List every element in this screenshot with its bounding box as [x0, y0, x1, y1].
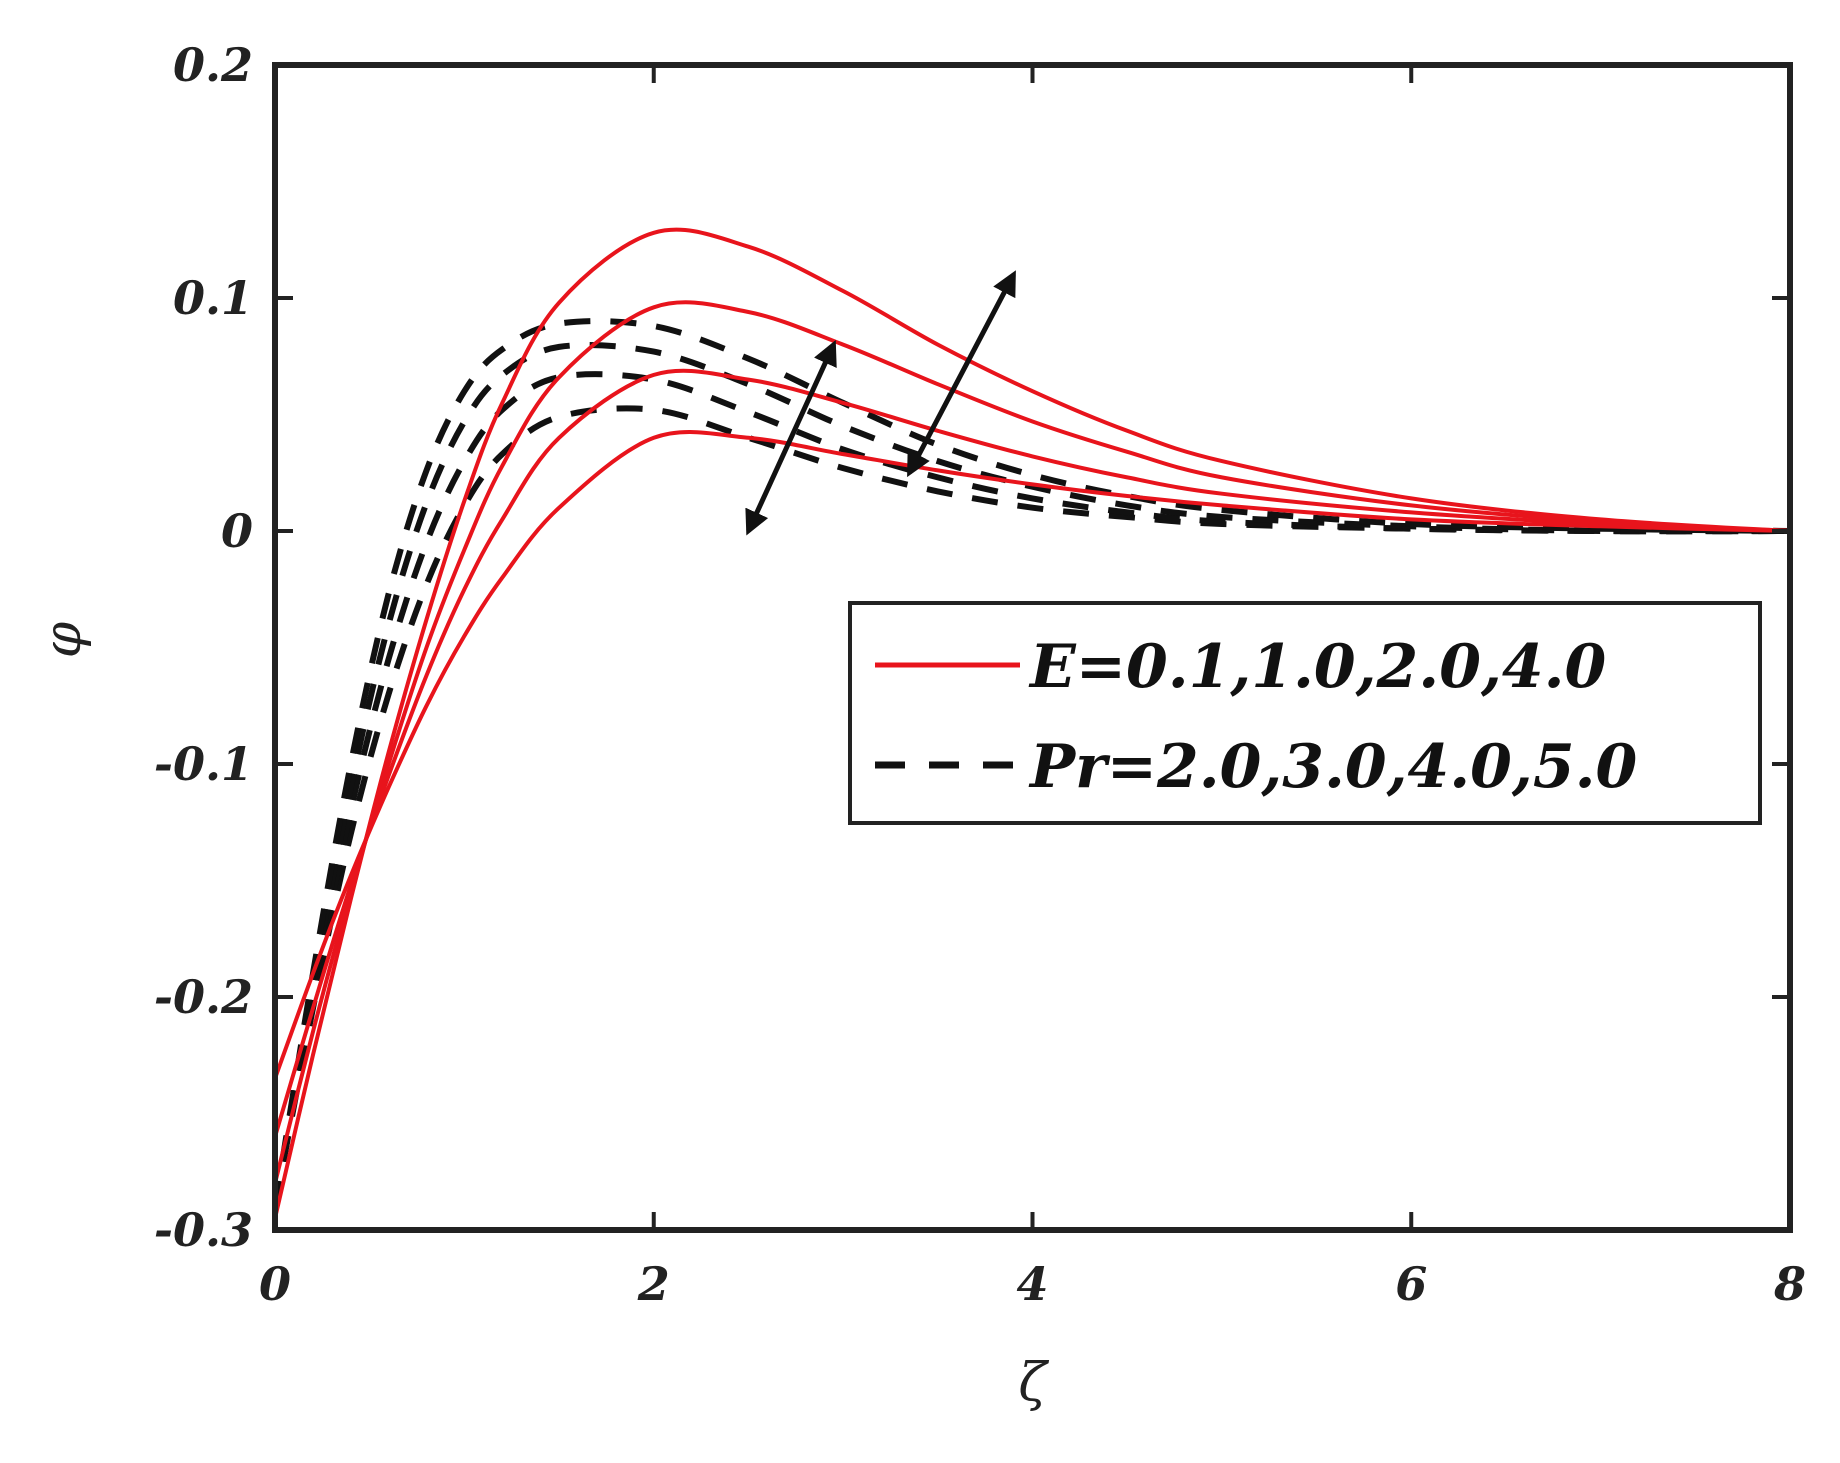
- x-tick-label: 2: [637, 1257, 670, 1311]
- x-axis-label: ζ: [1018, 1353, 1049, 1413]
- legend: E=0.1,1.0,2.0,4.0 Pr=2.0,3.0,4.0,5.0: [848, 601, 1762, 825]
- pr-curve-3: [272, 318, 1791, 1208]
- x-tick-label: 0: [259, 1257, 291, 1311]
- x-tick-label: 4: [1016, 1257, 1048, 1311]
- x-tick-label: 6: [1395, 1257, 1427, 1311]
- y-tick-label: 0.1: [173, 271, 253, 325]
- e-curve-3: [273, 227, 1791, 1219]
- y-tick-label: 0.2: [173, 38, 253, 92]
- y-tick-label: 0: [221, 504, 253, 558]
- annotation-layer: [745, 270, 1016, 536]
- series-layer: [272, 227, 1791, 1219]
- trend-arrow-1: [907, 270, 1016, 478]
- legend-label-E: E=0.1,1.0,2.0,4.0: [1028, 632, 1606, 702]
- y-tick-label: -0.1: [154, 737, 253, 791]
- y-axis-label: φ: [33, 621, 93, 658]
- trend-arrow-0: [745, 340, 837, 536]
- y-tick-label: -0.2: [154, 970, 253, 1024]
- x-tick-label: 8: [1773, 1257, 1806, 1311]
- y-tick-label: -0.3: [154, 1203, 253, 1257]
- pr-curve-2: [272, 342, 1791, 1208]
- legend-label-Pr: Pr=2.0,3.0,4.0,5.0: [1028, 732, 1637, 802]
- legend-box: [848, 601, 1762, 825]
- tick-layer: 0 2 4 6 8 -0.3 -0.2 -0.1 0 0.1 0.2: [154, 38, 1806, 1311]
